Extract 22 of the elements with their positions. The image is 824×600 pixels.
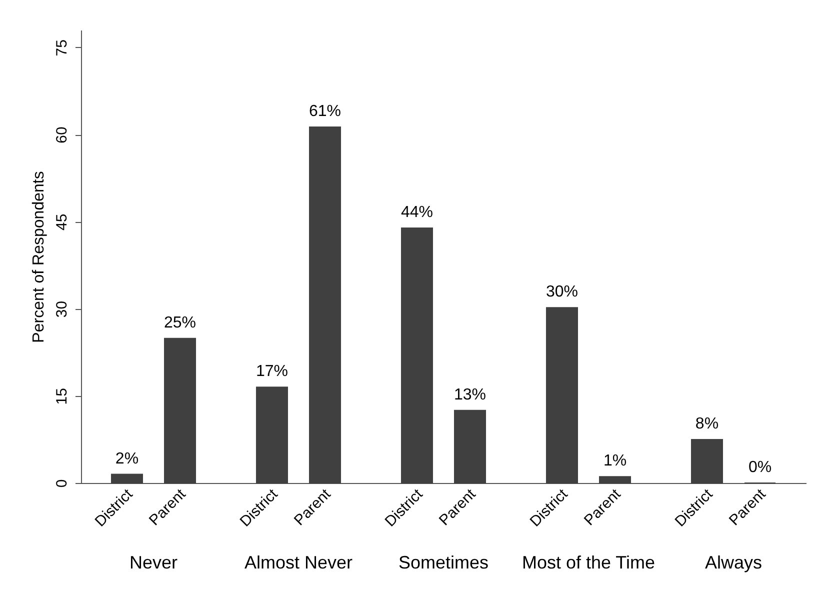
x-tick-label: Almost Never (244, 552, 353, 572)
y-tick-label: 30 (54, 300, 70, 318)
x-tick-label: Sometimes (398, 552, 489, 572)
data-label: 0% (748, 459, 772, 476)
data-label: 17% (256, 363, 288, 380)
data-label: 1% (603, 452, 627, 470)
data-label: 30% (546, 284, 578, 301)
x-tick-label: Never (129, 552, 178, 572)
data-label: 25% (164, 314, 196, 332)
y-tick-label: 60 (54, 126, 70, 144)
y-tick-label: 15 (54, 388, 70, 405)
y-tick-label: 0 (54, 479, 70, 488)
data-label: 44% (400, 204, 434, 222)
y-tick-label: 75 (54, 40, 70, 56)
y-axis-title: Percent of Respondents (30, 171, 48, 343)
data-label: 2% (115, 450, 139, 468)
x-tick-label: Most of the Time (522, 552, 656, 572)
data-label: 13% (454, 386, 486, 404)
data-label: 61% (308, 102, 342, 120)
x-tick-label: Always (704, 552, 762, 572)
y-tick-label: 45 (54, 214, 70, 230)
data-label: 8% (695, 415, 719, 432)
